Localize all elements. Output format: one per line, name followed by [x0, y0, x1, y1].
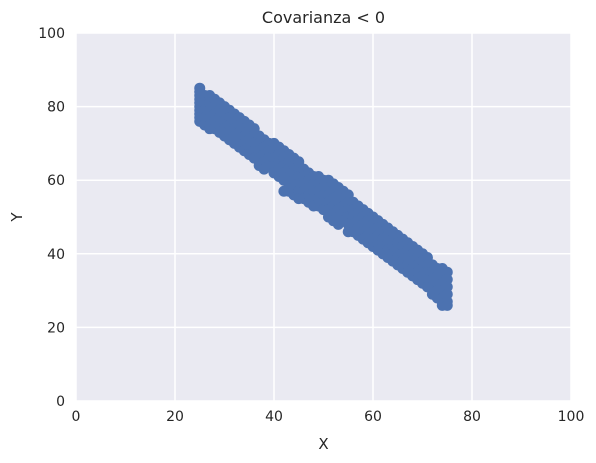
- y-tick-labels: 0 20 40 60 80 100: [38, 26, 65, 410]
- x-tick-label: 100: [558, 409, 585, 425]
- y-tick-label: 40: [47, 247, 65, 263]
- chart-title: Covarianza < 0: [262, 8, 385, 27]
- x-axis-label: X: [318, 435, 328, 453]
- x-tick-label: 40: [265, 409, 283, 425]
- x-tick-label: 80: [463, 409, 481, 425]
- y-tick-label: 80: [47, 100, 65, 116]
- y-tick-label: 20: [47, 320, 65, 336]
- x-tick-label: 60: [364, 409, 382, 425]
- y-tick-label: 60: [47, 173, 65, 189]
- data-point: [441, 299, 453, 311]
- x-tick-labels: 0 20 40 60 80 100: [72, 409, 585, 425]
- y-tick-label: 100: [38, 26, 65, 42]
- x-tick-label: 0: [72, 409, 81, 425]
- x-tick-label: 20: [166, 409, 184, 425]
- y-tick-label: 0: [56, 394, 65, 410]
- y-axis-label: Y: [8, 212, 26, 223]
- data-points: [194, 82, 453, 311]
